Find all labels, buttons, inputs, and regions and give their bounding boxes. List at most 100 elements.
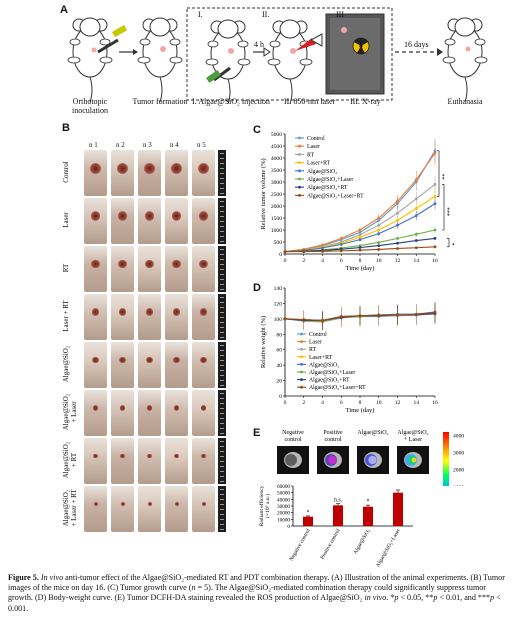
tumor-photo	[165, 198, 188, 244]
mouse-2	[137, 17, 183, 103]
caption-p3: p	[490, 593, 495, 603]
y-axis-label: (×10⁶ a.u.)	[264, 494, 271, 518]
colorbar	[443, 432, 449, 486]
tumor-spot	[173, 356, 180, 364]
x-tick-label: 2	[302, 258, 305, 264]
tumor-photo	[111, 438, 134, 484]
step-4-label: II. 650-nm laser	[284, 97, 336, 106]
data-point	[358, 238, 362, 241]
tumor-spot	[118, 308, 127, 316]
y-tick-label: 3500	[271, 168, 282, 174]
data-point	[358, 244, 362, 247]
tumor-photo	[192, 198, 215, 244]
colorbar-tick: 2000	[453, 468, 464, 474]
tumor-photo	[111, 246, 134, 292]
column-label-3: n 3	[143, 141, 152, 149]
data-point	[414, 197, 418, 201]
tumor-spot	[91, 259, 100, 269]
legend-entry: Control	[309, 332, 327, 338]
bar	[303, 516, 313, 526]
y-tick-label: 500	[274, 240, 283, 246]
data-point	[433, 228, 437, 232]
data-point	[358, 314, 362, 318]
data-point	[358, 235, 362, 239]
tumor-spot	[144, 162, 155, 174]
y-tick-label: 4000	[271, 156, 282, 162]
tumor-photo	[138, 390, 161, 436]
y-tick-label: 100	[274, 317, 283, 323]
x-tick-label: 0	[284, 258, 287, 264]
tumor-spot	[119, 356, 126, 364]
tumor-spot	[144, 211, 155, 221]
x-tick-label: 10	[376, 258, 382, 264]
tumor-spot	[118, 259, 127, 269]
y-tick-label: 0	[279, 394, 282, 400]
data-point	[414, 312, 418, 316]
bar-annotation: *	[367, 499, 370, 505]
image-label: Positive	[323, 430, 343, 436]
data-point	[321, 249, 324, 253]
scale-ruler	[218, 198, 226, 244]
scale-ruler	[218, 390, 226, 436]
y-axis-label: Relative weight (%)	[260, 316, 267, 368]
legend-entry: RT	[309, 347, 317, 353]
wait-4h: 4 h	[254, 40, 264, 49]
step-1-label: Orthotopic inoculation	[72, 97, 108, 115]
tumor-spot	[199, 259, 208, 269]
y-tick-label: 20	[276, 379, 282, 385]
legend-entry: Algae@SiO₂+Laser	[307, 177, 353, 183]
tumor-photo	[192, 390, 215, 436]
y-axis-label: Radiant efficiency	[258, 485, 265, 526]
series-line	[284, 195, 436, 253]
x-tick-label: 2	[302, 400, 305, 406]
tumor-photo	[111, 342, 134, 388]
scale-ruler	[218, 246, 226, 292]
tumor-spot	[146, 356, 153, 364]
data-point	[414, 239, 418, 242]
y-tick-label: 0	[287, 524, 290, 530]
panel-label-c: C	[253, 124, 261, 136]
data-point	[396, 223, 399, 227]
significance-marker: **	[439, 174, 445, 180]
caption-text-2: = 5). The Algae@SiO₂-mediated combinatio…	[8, 583, 486, 603]
tumor-spot	[201, 502, 206, 506]
legend-entry: Algae@SiO₂+RT	[307, 185, 348, 191]
y-tick-label: 50000	[277, 491, 290, 497]
colorbar-tick: 1000	[453, 485, 464, 486]
data-point	[414, 214, 418, 217]
legend-entry: Algae@SiO₂	[307, 169, 337, 175]
data-point	[396, 241, 399, 245]
data-point	[433, 195, 437, 198]
caption-n: n	[191, 583, 196, 593]
image-label: + Laser	[404, 437, 422, 443]
caption-text-4: < 0.05, **	[398, 593, 434, 603]
x-tick-label: 6	[340, 400, 343, 406]
category-label: Negative control	[288, 528, 311, 563]
scale-ruler	[218, 150, 226, 196]
mouse-1	[67, 17, 128, 103]
tumor-spot	[146, 405, 153, 411]
caption-p1: p	[394, 593, 399, 603]
legend-entry: Algae@SiO₂	[309, 362, 339, 368]
data-point	[396, 199, 399, 203]
tumor-photo	[165, 486, 188, 532]
tumor-photo	[111, 150, 134, 196]
data-point	[433, 151, 437, 155]
data-point	[396, 211, 399, 215]
y-tick-label: 5000	[271, 132, 282, 138]
x-tick-label: 8	[359, 258, 362, 264]
significance-bracket	[442, 184, 445, 231]
y-tick-label: 3000	[271, 180, 282, 186]
column-label-4: n 4	[170, 141, 179, 149]
data-point	[339, 237, 343, 240]
x-tick-label: 4	[321, 400, 324, 406]
step-5-label: III. X-ray	[350, 97, 381, 106]
tumor-photo	[165, 294, 188, 340]
caption-text-1: anti-tumor effect of the Algae@SiO₂-medi…	[8, 573, 505, 593]
y-tick-label: 40000	[277, 497, 290, 503]
data-point	[433, 237, 437, 240]
data-point	[339, 249, 343, 253]
data-point	[433, 202, 437, 205]
image-label: control	[285, 437, 302, 443]
data-point	[321, 243, 324, 247]
